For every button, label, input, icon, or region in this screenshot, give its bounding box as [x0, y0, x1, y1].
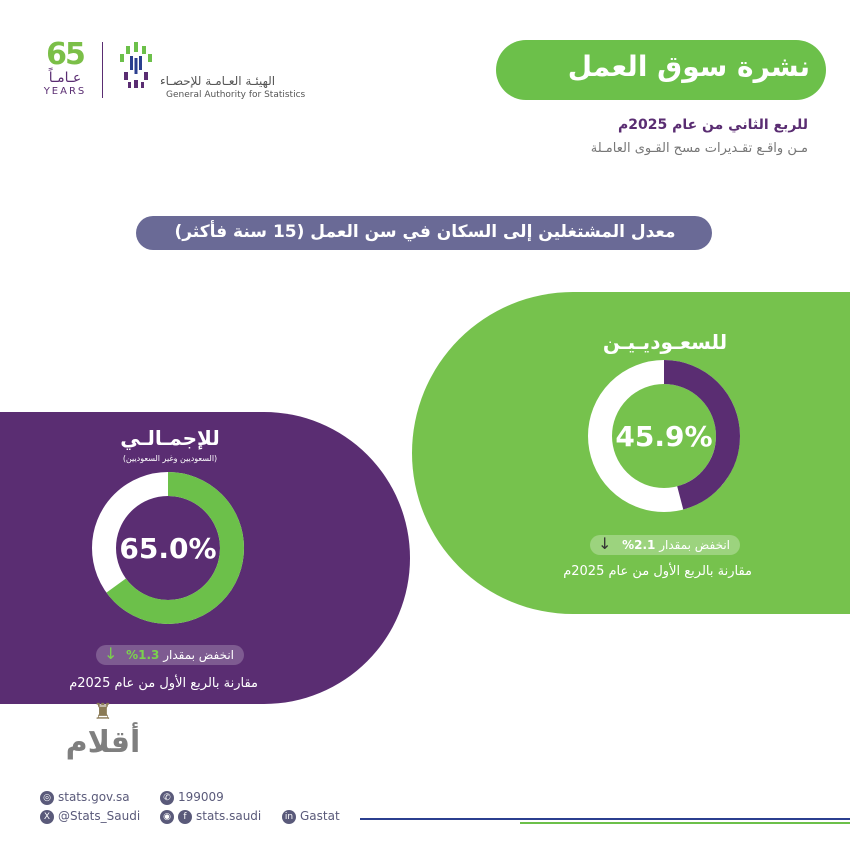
social-text: stats.saudi	[196, 809, 262, 823]
logo-divider	[102, 42, 103, 98]
logo-65-years: 65 عـامـاً YEARS	[34, 37, 96, 98]
total-donut	[92, 472, 244, 624]
watermark-text: أقلام	[65, 725, 141, 760]
footer-website[interactable]: ◎ stats.gov.sa	[40, 790, 130, 805]
page-title: نشرة سوق العمل	[567, 50, 810, 83]
down-arrow-icon: ↓	[104, 644, 118, 663]
gastat-logo-icon	[120, 42, 152, 88]
saudis-compare: مقارنة بالربع الأول من عام 2025م	[563, 564, 752, 579]
saudis-panel	[412, 292, 850, 614]
down-arrow-icon: ↓	[598, 534, 612, 553]
total-label: للإجمـالـي	[120, 426, 220, 450]
saudis-donut-arc	[588, 360, 740, 512]
footer-phone[interactable]: ✆ 199009	[160, 790, 224, 805]
footer-line-green	[520, 822, 850, 824]
logo-65-number: 65	[46, 37, 86, 72]
footer-line-blue	[360, 818, 850, 820]
footer-linkedin[interactable]: in Gastat	[282, 809, 340, 824]
logo-65-english: YEARS	[43, 86, 87, 97]
instagram-icon: ◉	[160, 809, 174, 824]
saudis-label: للسعـوديـيـن	[602, 330, 728, 354]
total-change-pct: 1.3%	[126, 648, 160, 662]
total-compare: مقارنة بالربع الأول من عام 2025م	[69, 676, 258, 691]
subtitle-text: معدل المشتغلين إلى السكان في سن العمل (1…	[174, 222, 676, 242]
facebook-icon: f	[178, 809, 192, 824]
linkedin-text: Gastat	[300, 809, 340, 823]
logo-65-arabic: عـامـاً	[48, 70, 82, 86]
saudis-change-badge: انخفض بمقدار 2.1%	[590, 535, 740, 555]
total-change-text: انخفض بمقدار	[163, 648, 234, 662]
total-value: 65.0%	[119, 532, 217, 565]
phone-text: 199009	[178, 790, 224, 804]
watermark: ♜ أقلام	[58, 700, 148, 760]
website-text: stats.gov.sa	[58, 790, 130, 804]
saudis-donut	[588, 360, 740, 512]
total-change-badge: انخفض بمقدار 1.3%	[96, 645, 244, 665]
footer-twitter[interactable]: X @Stats_Saudi	[40, 809, 140, 824]
subtitle-banner	[136, 216, 712, 250]
quarter-line: للربع الثاني من عام 2025م	[617, 117, 808, 133]
authority-arabic-name: الهيئـة العـامـة للإحصـاء	[160, 74, 276, 88]
linkedin-icon: in	[282, 809, 296, 824]
total-sublabel: (السعوديين وغير السعوديين)	[122, 454, 218, 463]
total-panel	[0, 412, 410, 704]
saudis-change-text: انخفض بمقدار	[659, 538, 730, 552]
title-banner	[496, 40, 826, 100]
globe-icon: ◎	[40, 790, 54, 805]
saudis-change-pct: 2.1%	[622, 538, 656, 552]
authority-english-name: General Authority for Statistics	[166, 90, 306, 100]
saudis-value: 45.9%	[615, 420, 713, 453]
x-icon: X	[40, 809, 54, 824]
footer-social[interactable]: ◉ f stats.saudi	[160, 809, 261, 824]
phone-icon: ✆	[160, 790, 174, 805]
total-donut-arc	[92, 472, 244, 624]
lamp-icon: ♜	[93, 700, 113, 725]
source-line: مـن واقـع تقـديرات مسح القـوى العامـلة	[590, 141, 808, 156]
twitter-text: @Stats_Saudi	[58, 809, 141, 823]
